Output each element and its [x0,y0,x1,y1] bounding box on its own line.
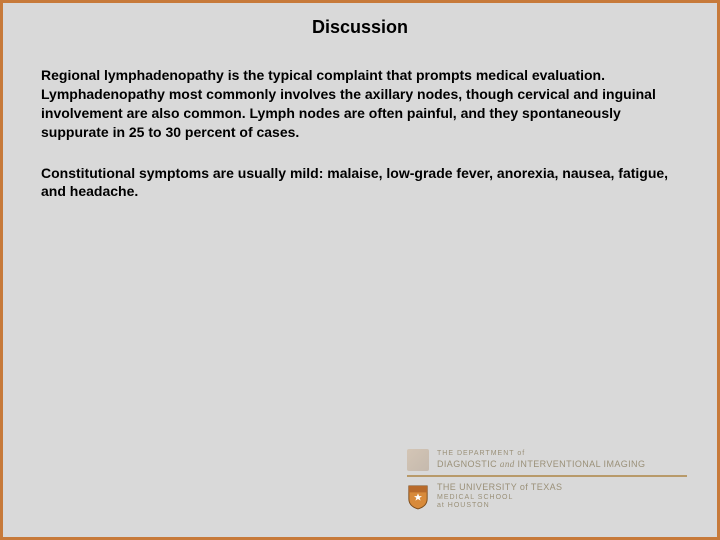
slide-title: Discussion [41,17,679,38]
dept-logo-text: THE DEPARTMENT of DIAGNOSTIC and INTERVE… [437,450,645,470]
dept-line1: THE DEPARTMENT of [437,450,645,459]
dept-word-and: and [500,459,515,469]
uni-line1: THE UNIVERSITY of TEXAS [437,482,562,493]
dept-word-diagnostic: DIAGNOSTIC [437,459,497,469]
university-logo-text: THE UNIVERSITY of TEXAS MEDICAL SCHOOL a… [437,482,562,511]
dept-logo-row: THE DEPARTMENT of DIAGNOSTIC and INTERVE… [407,444,687,475]
uni-line3: at HOUSTON [437,502,562,511]
dept-line2: DIAGNOSTIC and INTERVENTIONAL IMAGING [437,459,645,470]
dept-word-interventional: INTERVENTIONAL IMAGING [518,459,646,469]
dept-mark-icon [407,449,429,471]
uni-line2: MEDICAL SCHOOL [437,494,562,503]
body-paragraph-2: Constitutional symptoms are usually mild… [41,164,679,202]
ut-shield-icon [407,484,429,510]
footer-logos: THE DEPARTMENT of DIAGNOSTIC and INTERVE… [407,444,687,515]
university-logo-row: THE UNIVERSITY of TEXAS MEDICAL SCHOOL a… [407,476,687,515]
slide-frame: Discussion Regional lymphadenopathy is t… [0,0,720,540]
body-paragraph-1: Regional lymphadenopathy is the typical … [41,66,679,142]
